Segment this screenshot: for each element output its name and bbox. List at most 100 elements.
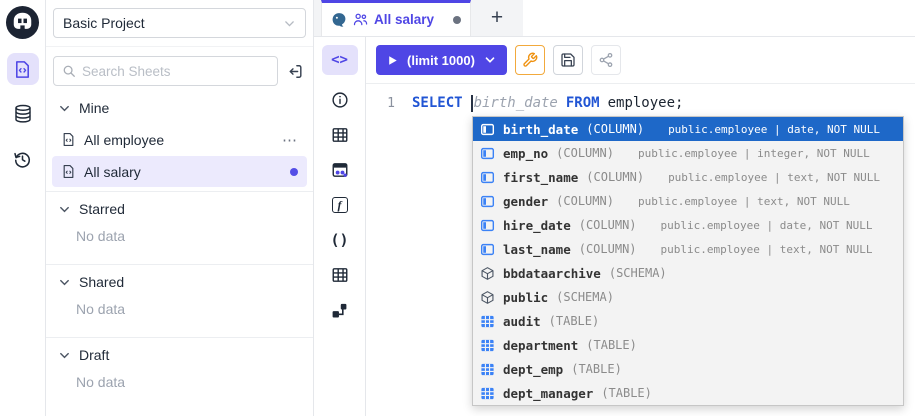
format-sql-button[interactable] xyxy=(514,45,545,75)
suggestion-name: birth_date xyxy=(503,121,579,137)
collapse-panel-icon[interactable] xyxy=(287,63,304,80)
tree-section-starred[interactable]: Starred xyxy=(46,192,313,224)
autocomplete-widget: birth_date (COLUMN) public.employee | da… xyxy=(472,116,904,406)
suggestion-kind: (COLUMN) xyxy=(556,146,614,160)
sql-keyword-from: FROM xyxy=(565,95,600,111)
users-icon xyxy=(353,12,368,27)
table-icon-secondary[interactable] xyxy=(330,265,350,285)
divider xyxy=(46,337,313,338)
sheet-item-label: All employee xyxy=(84,131,165,148)
text-cursor xyxy=(470,94,473,112)
tree-section-shared[interactable]: Shared xyxy=(46,265,313,297)
suggestion-item[interactable]: first_name (COLUMN) public.employee | te… xyxy=(473,165,903,189)
run-options-chevron-icon[interactable] xyxy=(484,54,496,66)
suggestion-item[interactable]: audit (TABLE) xyxy=(473,309,903,333)
section-label: Starred xyxy=(79,201,125,217)
suggestion-kind: (TABLE) xyxy=(601,386,652,400)
divider xyxy=(46,264,313,265)
table-icon[interactable] xyxy=(330,125,350,145)
sheet-file-icon xyxy=(61,164,76,179)
chevron-down-icon xyxy=(58,276,71,289)
chevron-down-icon xyxy=(58,203,71,216)
search-row xyxy=(46,47,313,91)
column-icon xyxy=(480,170,495,185)
suggestion-item[interactable]: department (TABLE) xyxy=(473,333,903,357)
suggestion-name: department xyxy=(503,337,579,353)
table-icon xyxy=(480,338,495,353)
table-icon xyxy=(480,314,495,329)
suggestion-kind: (TABLE) xyxy=(586,338,637,352)
schema-icon xyxy=(480,290,495,305)
file-code-icon xyxy=(13,60,32,79)
rail-item-history[interactable] xyxy=(7,143,39,175)
suggestion-detail: public.employee | integer, NOT NULL xyxy=(637,146,870,160)
suggestion-kind: (COLUMN) xyxy=(586,122,645,136)
sheet-tree: Mine All employee ⋯ xyxy=(46,91,313,416)
new-tab-button[interactable]: + xyxy=(490,6,504,29)
section-label: Draft xyxy=(79,347,110,363)
tab-bar: All salary + xyxy=(314,0,915,37)
share-button[interactable] xyxy=(590,45,621,75)
parentheses-icon[interactable]: () xyxy=(330,231,349,249)
tab-all-salary[interactable]: All salary xyxy=(321,0,471,36)
sheet-item-all-employee[interactable]: All employee ⋯ xyxy=(52,124,307,155)
run-query-button[interactable]: (limit 1000) xyxy=(376,45,507,75)
save-button[interactable] xyxy=(552,45,583,75)
suggestion-item[interactable]: hire_date (COLUMN) public.employee | dat… xyxy=(473,213,903,237)
suggestion-detail: public.employee | date, NOT NULL xyxy=(660,218,873,232)
suggestion-item[interactable]: birth_date (COLUMN) public.employee | da… xyxy=(473,117,903,141)
suggestion-item[interactable]: last_name (COLUMN) public.employee | tex… xyxy=(473,237,903,261)
suggestion-item[interactable]: dept_manager (TABLE) xyxy=(473,381,903,405)
database-icon xyxy=(13,104,33,124)
table-icon xyxy=(480,362,495,377)
active-sheet-dot xyxy=(290,167,298,176)
rail-item-databases[interactable] xyxy=(7,98,39,130)
sheet-item-label: All salary xyxy=(84,163,141,180)
tree-section-draft[interactable]: Draft xyxy=(46,338,313,370)
suggestion-kind: (COLUMN) xyxy=(556,194,614,208)
suggestion-name: emp_no xyxy=(503,145,549,161)
info-icon[interactable] xyxy=(330,90,350,110)
postgresql-icon xyxy=(331,12,347,28)
suggestion-name: dept_manager xyxy=(503,385,594,401)
ghost-suggestion-text: birth_date xyxy=(473,95,558,111)
run-button-label: (limit 1000) xyxy=(407,52,475,68)
sheet-item-all-salary[interactable]: All salary xyxy=(52,156,307,187)
suggestion-item[interactable]: emp_no (COLUMN) public.employee | intege… xyxy=(473,141,903,165)
search-icon xyxy=(62,64,76,78)
table-data-icon[interactable] xyxy=(330,160,350,180)
column-icon xyxy=(480,194,495,209)
suggestion-name: dept_emp xyxy=(503,361,564,377)
suggestion-name: last_name xyxy=(503,241,571,257)
column-icon xyxy=(480,242,495,257)
column-icon xyxy=(480,146,495,161)
bytebase-logo[interactable] xyxy=(5,5,40,40)
suggestion-item[interactable]: gender (COLUMN) public.employee | text, … xyxy=(473,189,903,213)
schema-diagram-icon[interactable] xyxy=(330,300,350,320)
unsaved-dot xyxy=(453,15,461,24)
editor-toolbar: (limit 1000) xyxy=(366,37,915,84)
suggestion-item[interactable]: dept_emp (TABLE) xyxy=(473,357,903,381)
suggestion-detail: public.employee | date, NOT NULL xyxy=(668,122,880,136)
project-select-value: Basic Project xyxy=(63,15,145,31)
suggestion-name: hire_date xyxy=(503,217,571,233)
suggestion-name: bbdataarchive xyxy=(503,265,601,281)
project-select[interactable]: Basic Project xyxy=(53,8,306,38)
search-sheets-input[interactable] xyxy=(82,63,269,79)
suggestion-name: first_name xyxy=(503,169,579,185)
suggestion-detail: public.employee | text, NOT NULL xyxy=(668,170,880,184)
function-icon[interactable]: f xyxy=(330,195,350,215)
suggestion-kind: (SCHEMA) xyxy=(608,266,667,280)
suggestion-item[interactable]: public (SCHEMA) xyxy=(473,285,903,309)
chevron-down-icon xyxy=(58,102,71,115)
main-area: All salary + <> xyxy=(314,0,915,416)
suggestion-item[interactable]: bbdataarchive (SCHEMA) xyxy=(473,261,903,285)
search-box[interactable] xyxy=(53,56,278,86)
project-row: Basic Project xyxy=(46,0,313,47)
rail-item-worksheets[interactable] xyxy=(6,53,39,85)
tree-section-mine[interactable]: Mine xyxy=(46,91,313,123)
suggestion-name: gender xyxy=(503,193,549,209)
code-view-button[interactable]: <> xyxy=(321,45,358,75)
more-actions-icon[interactable]: ⋯ xyxy=(282,131,298,149)
